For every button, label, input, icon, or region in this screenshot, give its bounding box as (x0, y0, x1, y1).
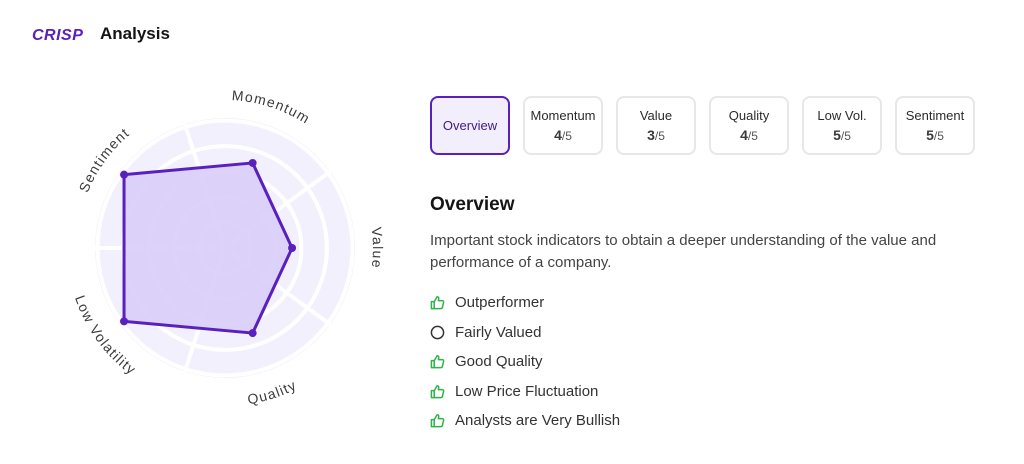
tab-sentiment[interactable]: Sentiment 5/5 (895, 96, 975, 155)
radar-point-sentiment (120, 170, 129, 179)
tab-score-denominator: /5 (840, 129, 851, 143)
tab-label: Value (639, 108, 673, 123)
indicator-item: Good Quality (430, 347, 620, 377)
tab-momentum[interactable]: Momentum 4/5 (523, 96, 603, 155)
indicator-item: Outperformer (430, 288, 620, 318)
indicator-item: Analysts are Very Bullish (430, 406, 620, 436)
tab-label: Momentum (530, 108, 596, 123)
indicator-text: Analysts are Very Bullish (455, 412, 621, 430)
logo-text: CRISP (32, 27, 83, 42)
indicator-text: Low Price Fluctuation (455, 382, 599, 400)
tab-score-value: 5 (926, 127, 934, 143)
indicator-item: Low Price Fluctuation (430, 377, 620, 407)
radar-point-low-volatility (120, 317, 129, 326)
tab-score-denominator: /5 (933, 129, 944, 143)
indicator-item: Fairly Valued (430, 318, 620, 348)
thumbs-up-icon (430, 384, 445, 399)
tab-score-denominator: /5 (561, 129, 572, 143)
tab-score: 4/5 (740, 127, 758, 143)
tab-score: 4/5 (554, 127, 572, 143)
tab-quality[interactable]: Quality 4/5 (709, 96, 789, 155)
tab-score-denominator: /5 (654, 129, 665, 143)
tab-score-value: 4 (740, 127, 748, 143)
tab-score: 5/5 (926, 127, 944, 143)
radar-point-value (288, 244, 297, 252)
tab-score: 5/5 (833, 127, 851, 143)
tab-score-value: 4 (554, 127, 562, 143)
tab-score-value: 5 (833, 127, 841, 143)
radar-point-momentum (248, 158, 257, 167)
indicator-text: Good Quality (455, 353, 543, 371)
tab-label: Quality (728, 108, 770, 123)
tab-label: Overview (442, 118, 498, 133)
tab-score-value: 3 (647, 127, 655, 143)
tab-overview[interactable]: Overview (430, 96, 510, 155)
section-title: Overview (430, 194, 515, 215)
indicator-list: Outperformer Fairly Valued Good Quality Low… (430, 288, 620, 436)
radar-point-quality (248, 329, 257, 338)
thumbs-up-icon (430, 413, 445, 428)
tab-score: 3/5 (647, 127, 665, 143)
thumbs-up-icon (430, 354, 445, 369)
tab-label: Sentiment (905, 108, 965, 123)
section-description: Important stock indicators to obtain a d… (430, 232, 937, 271)
tab-low-vol[interactable]: Low Vol. 5/5 (802, 96, 882, 155)
indicator-text: Outperformer (455, 294, 545, 312)
tab-label: Low Vol. (817, 108, 867, 123)
crisp-logo: CRISP (32, 27, 83, 42)
tab-score-denominator: /5 (747, 129, 758, 143)
tab-value[interactable]: Value 3/5 (616, 96, 696, 155)
app-header: CRISP Analysis (32, 24, 170, 44)
indicator-text: Fairly Valued (455, 323, 542, 341)
radar-shape (120, 158, 297, 338)
radar-axis-label: Quality (246, 377, 299, 408)
radar-axis-label: Value (369, 226, 386, 270)
thumbs-up-icon (430, 295, 445, 310)
page-title: Analysis (100, 24, 170, 43)
score-tabs: Overview Momentum 4/5 Value 3/5 Quality 4/5 Low… (430, 96, 975, 155)
circle-outline-icon (430, 325, 445, 340)
radar-score-polygon (122, 161, 294, 335)
